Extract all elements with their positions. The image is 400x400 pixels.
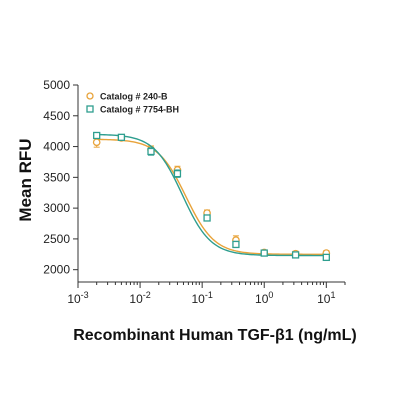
fit-curve [96, 138, 327, 255]
x-tick-label: 10-1 [191, 290, 212, 306]
y-tick-label: 2000 [43, 263, 70, 277]
plot-area [92, 131, 331, 262]
legend-marker-square [86, 105, 94, 113]
data-point-square [93, 131, 101, 140]
data-point-square [322, 253, 330, 262]
x-tick-label: 101 [317, 290, 335, 306]
y-axis-title: Mean RFU [16, 138, 35, 221]
x-tick-label: 10-2 [129, 290, 150, 306]
data-point-square [291, 251, 300, 259]
legend-marker-circle [86, 92, 94, 100]
x-tick-label: 10-3 [67, 290, 88, 306]
x-axis-title: Recombinant Human TGF-β1 (ng/mL) [73, 327, 357, 344]
data-point-square [147, 147, 155, 156]
data-point-square [173, 169, 182, 178]
data-point-square [203, 214, 211, 222]
y-tick-label: 4000 [43, 140, 70, 154]
data-point-square [117, 133, 126, 141]
data-point-circle [92, 138, 101, 147]
data-point-square [232, 240, 240, 249]
y-tick-label: 5000 [43, 78, 70, 92]
legend: Catalog # 240-B Catalog # 7754-BH [86, 92, 179, 115]
y-tick-label: 2500 [43, 232, 70, 246]
y-tick-label: 3500 [43, 170, 70, 184]
data-point-square [260, 249, 268, 257]
fit-curve [96, 133, 327, 257]
x-tick-label: 100 [255, 290, 273, 306]
y-tick-label: 4500 [43, 109, 70, 123]
axes: 2000 2500 3000 3500 4000 4500 5000 10-3 10-2 10-1… [43, 78, 346, 306]
legend-label: Catalog # 7754-BH [100, 105, 179, 115]
y-tick-label: 3000 [43, 201, 70, 215]
legend-label: Catalog # 240-B [100, 92, 168, 102]
